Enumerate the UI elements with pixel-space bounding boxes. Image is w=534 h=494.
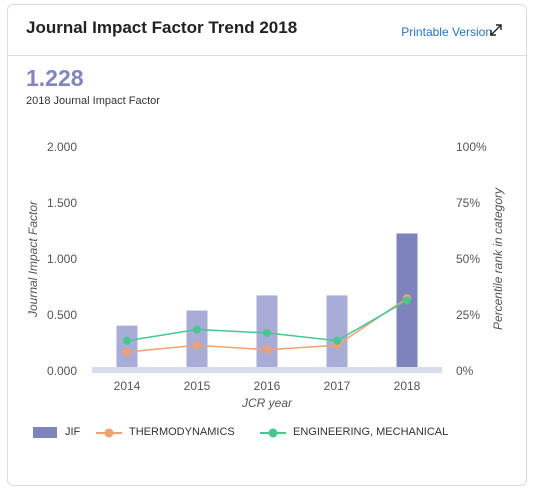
thermodynamics-point	[193, 341, 201, 350]
legend-marker-thermodynamics	[96, 428, 122, 438]
left-axis-tick-label: 2.000	[47, 140, 77, 154]
engineering-mechanical-point	[123, 336, 131, 345]
x-axis-tick-label: 2018	[394, 379, 421, 393]
x-axis-tick-label: 2015	[184, 379, 211, 393]
expand-arrows-icon[interactable]	[488, 22, 504, 38]
right-axis-tick-label: 0%	[456, 364, 474, 378]
right-axis-tick-label: 25%	[456, 308, 480, 322]
x-axis-tick-label: 2017	[324, 379, 351, 393]
right-axis-tick-label: 75%	[456, 196, 480, 210]
engineering-mechanical-point	[333, 336, 341, 345]
engineering-mechanical-point	[263, 328, 271, 337]
engineering-mechanical-point	[403, 296, 411, 305]
right-axis-title: Percentile rank in category	[491, 187, 505, 330]
jif-trend-card: Journal Impact Factor Trend 2018 Printab…	[7, 4, 527, 486]
page-title: Journal Impact Factor Trend 2018	[26, 18, 298, 37]
x-axis-tick-label: 2016	[254, 379, 281, 393]
left-axis-tick-label: 1.500	[47, 196, 77, 210]
legend-label-thermodynamics: THERMODYNAMICS	[129, 426, 235, 438]
right-axis-tick-label: 100%	[456, 140, 487, 154]
x-axis-tick-label: 2014	[114, 379, 141, 393]
left-axis-tick-label: 1.000	[47, 252, 77, 266]
x-axis-title: JCR year	[241, 396, 293, 410]
jif-bar	[326, 295, 348, 371]
legend-label-engineering-mechanical: ENGINEERING, MECHANICAL	[293, 426, 449, 438]
x-axis-baseline	[92, 367, 442, 373]
thermodynamics-point	[123, 347, 131, 356]
left-axis-title: Journal Impact Factor	[26, 200, 40, 318]
jif-bar	[186, 310, 208, 371]
left-axis-tick-label: 0.500	[47, 308, 77, 322]
legend-swatch-jif	[33, 427, 57, 438]
printable-version-link[interactable]: Printable Version	[401, 25, 492, 39]
jif-value: 1.228	[26, 65, 84, 91]
jif-value-label: 2018 Journal Impact Factor	[26, 95, 160, 107]
card-header: Journal Impact Factor Trend 2018 Printab…	[8, 5, 526, 56]
left-axis-tick-label: 0.000	[47, 364, 77, 378]
engineering-mechanical-point	[193, 325, 201, 334]
legend-marker-engineering-mechanical	[260, 428, 286, 438]
legend-label-jif: JIF	[65, 426, 81, 438]
right-axis-tick-label: 50%	[456, 252, 480, 266]
thermodynamics-point	[263, 345, 271, 354]
